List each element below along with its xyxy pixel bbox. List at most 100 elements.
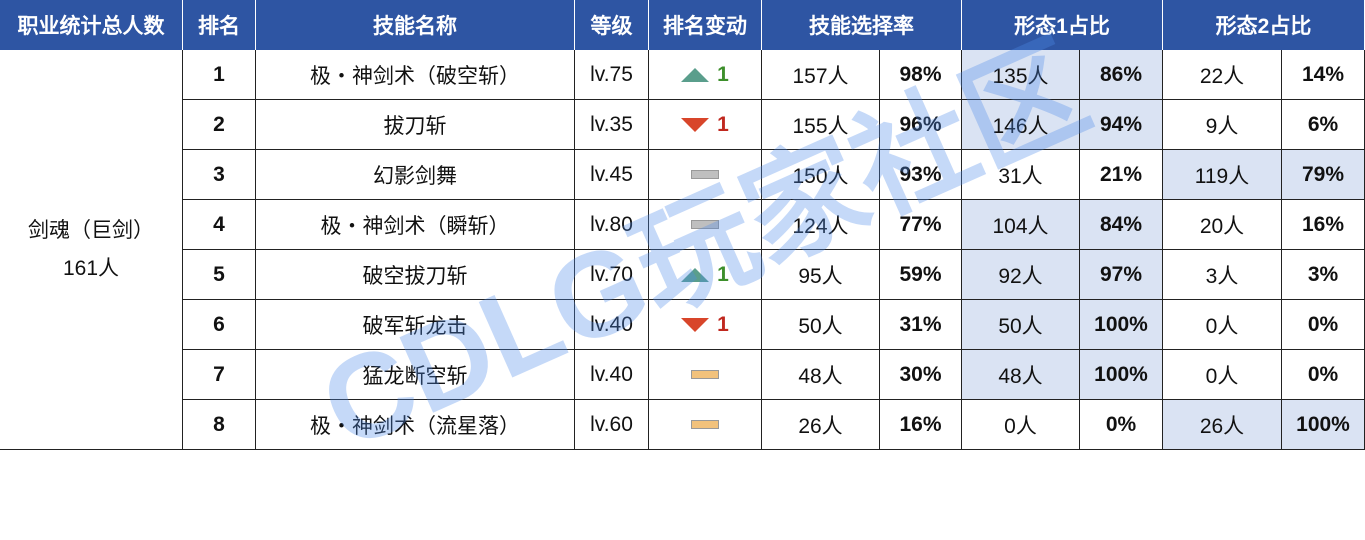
f1-count: 0人 <box>962 400 1080 450</box>
skill: 拔刀斩 <box>256 100 575 150</box>
f2-count: 3人 <box>1163 250 1282 300</box>
f2-count: 0人 <box>1163 300 1282 350</box>
f2-rate: 0% <box>1282 300 1365 350</box>
f1-rate: 21% <box>1080 150 1163 200</box>
rank: 6 <box>183 300 256 350</box>
rate: 77% <box>880 200 962 250</box>
f2-count: 22人 <box>1163 50 1282 100</box>
count: 155人 <box>762 100 880 150</box>
level: lv.40 <box>575 350 649 400</box>
f1-count: 92人 <box>962 250 1080 300</box>
f2-rate: 14% <box>1282 50 1365 100</box>
rank-change <box>649 400 762 450</box>
flat-icon <box>691 420 719 429</box>
rate: 98% <box>880 50 962 100</box>
count: 157人 <box>762 50 880 100</box>
class-cell: 剑魂（巨剑） 161人 <box>0 50 183 450</box>
count: 50人 <box>762 300 880 350</box>
rank: 4 <box>183 200 256 250</box>
level: lv.70 <box>575 250 649 300</box>
f2-count: 26人 <box>1163 400 1282 450</box>
f1-rate: 94% <box>1080 100 1163 150</box>
change-value: 1 <box>717 262 729 286</box>
skill: 破军斩龙击 <box>256 300 575 350</box>
level: lv.45 <box>575 150 649 200</box>
f1-count: 50人 <box>962 300 1080 350</box>
header-cell: 排名变动 <box>649 0 762 50</box>
f2-rate: 16% <box>1282 200 1365 250</box>
f2-rate: 3% <box>1282 250 1365 300</box>
rank: 2 <box>183 100 256 150</box>
rate: 96% <box>880 100 962 150</box>
f1-rate: 100% <box>1080 300 1163 350</box>
f1-count: 48人 <box>962 350 1080 400</box>
f2-rate: 100% <box>1282 400 1365 450</box>
rank: 8 <box>183 400 256 450</box>
rate: 59% <box>880 250 962 300</box>
rank-change <box>649 200 762 250</box>
f2-rate: 6% <box>1282 100 1365 150</box>
f2-count: 0人 <box>1163 350 1282 400</box>
table: 职业统计总人数 排名 技能名称 等级 排名变动 技能选择率 形态1占比 形态2占比剑魂（巨剑）… <box>0 0 1365 475</box>
class-name: 剑魂（巨剑） <box>28 218 154 242</box>
up-arrow <box>681 67 710 82</box>
f2-rate: 0% <box>1282 350 1365 400</box>
rank: 3 <box>183 150 256 200</box>
f2-count: 119人 <box>1163 150 1282 200</box>
f2-count: 9人 <box>1163 100 1282 150</box>
f1-count: 31人 <box>962 150 1080 200</box>
level: lv.40 <box>575 300 649 350</box>
change-value: 1 <box>717 312 729 336</box>
skill: 幻影剑舞 <box>256 150 575 200</box>
rank: 5 <box>183 250 256 300</box>
header-cell: 职业统计总人数 <box>0 0 183 50</box>
rank-change: 1 <box>649 50 762 100</box>
f1-rate: 97% <box>1080 250 1163 300</box>
f1-rate: 86% <box>1080 50 1163 100</box>
count: 26人 <box>762 400 880 450</box>
f2-count: 20人 <box>1163 200 1282 250</box>
skill: 破空拔刀斩 <box>256 250 575 300</box>
level: lv.60 <box>575 400 649 450</box>
rank-change: 1 <box>649 100 762 150</box>
flat-icon <box>691 220 719 229</box>
count: 124人 <box>762 200 880 250</box>
count: 95人 <box>762 250 880 300</box>
rate: 31% <box>880 300 962 350</box>
rate: 16% <box>880 400 962 450</box>
f1-count: 146人 <box>962 100 1080 150</box>
skill: 极・神剑术（流星落） <box>256 400 575 450</box>
rank-change: 1 <box>649 300 762 350</box>
change-value: 1 <box>717 62 729 86</box>
rank-change <box>649 350 762 400</box>
level: lv.35 <box>575 100 649 150</box>
class-total: 161人 <box>62 256 120 280</box>
header-cell: 等级 <box>575 0 649 50</box>
down-arrow <box>681 117 710 132</box>
rank: 7 <box>183 350 256 400</box>
skill: 猛龙断空斩 <box>256 350 575 400</box>
rate: 93% <box>880 150 962 200</box>
change-value: 1 <box>717 112 729 136</box>
f2-rate: 79% <box>1282 150 1365 200</box>
f1-count: 135人 <box>962 50 1080 100</box>
header-cell: 形态1占比 <box>962 0 1163 50</box>
count: 150人 <box>762 150 880 200</box>
header-cell: 形态2占比 <box>1163 0 1365 50</box>
f1-rate: 100% <box>1080 350 1163 400</box>
count: 48人 <box>762 350 880 400</box>
header-cell: 技能选择率 <box>762 0 962 50</box>
level: lv.75 <box>575 50 649 100</box>
rank-change <box>649 150 762 200</box>
flat-icon <box>691 370 719 379</box>
header-cell: 技能名称 <box>256 0 575 50</box>
rate: 30% <box>880 350 962 400</box>
rank-change: 1 <box>649 250 762 300</box>
down-arrow <box>681 317 710 332</box>
skill: 极・神剑术（破空斩） <box>256 50 575 100</box>
skill: 极・神剑术（瞬斩） <box>256 200 575 250</box>
header-cell: 排名 <box>183 0 256 50</box>
up-arrow <box>681 267 710 282</box>
flat-icon <box>691 170 719 179</box>
f1-rate: 0% <box>1080 400 1163 450</box>
